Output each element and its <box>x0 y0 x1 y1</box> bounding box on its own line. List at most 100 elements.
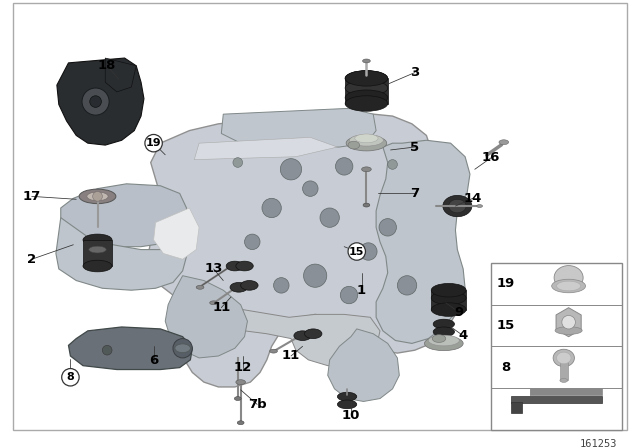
Ellipse shape <box>345 96 388 111</box>
Text: 8: 8 <box>67 372 74 382</box>
Ellipse shape <box>241 280 258 290</box>
Ellipse shape <box>349 134 383 146</box>
Ellipse shape <box>337 400 356 409</box>
Polygon shape <box>148 114 458 387</box>
Ellipse shape <box>424 336 463 351</box>
Text: 13: 13 <box>204 263 223 276</box>
Ellipse shape <box>554 266 583 290</box>
Circle shape <box>562 315 575 329</box>
Ellipse shape <box>363 59 371 63</box>
Circle shape <box>82 88 109 115</box>
Ellipse shape <box>553 349 575 366</box>
Ellipse shape <box>337 392 356 401</box>
Polygon shape <box>431 290 466 310</box>
Circle shape <box>348 243 365 260</box>
Ellipse shape <box>236 380 246 384</box>
Ellipse shape <box>355 134 378 142</box>
Polygon shape <box>243 310 380 366</box>
Circle shape <box>397 276 417 295</box>
Circle shape <box>280 159 301 180</box>
Ellipse shape <box>346 135 387 151</box>
Polygon shape <box>83 240 112 266</box>
Ellipse shape <box>432 335 445 342</box>
Circle shape <box>354 138 364 148</box>
Ellipse shape <box>210 301 218 305</box>
Ellipse shape <box>236 261 253 271</box>
Ellipse shape <box>560 379 568 382</box>
Ellipse shape <box>175 344 190 353</box>
Text: 10: 10 <box>342 409 360 422</box>
Text: 7: 7 <box>410 187 419 200</box>
Ellipse shape <box>305 329 322 339</box>
Text: 18: 18 <box>98 59 116 72</box>
Ellipse shape <box>557 281 580 291</box>
Polygon shape <box>195 138 337 159</box>
Text: 1: 1 <box>357 284 366 297</box>
Ellipse shape <box>83 234 112 246</box>
Ellipse shape <box>433 319 454 329</box>
Polygon shape <box>105 58 136 92</box>
Circle shape <box>90 96 101 108</box>
Text: 6: 6 <box>149 354 158 367</box>
Circle shape <box>145 134 163 152</box>
Polygon shape <box>165 276 248 358</box>
Circle shape <box>61 369 79 386</box>
Ellipse shape <box>433 327 454 336</box>
Text: 17: 17 <box>22 190 41 203</box>
Ellipse shape <box>345 71 388 86</box>
Circle shape <box>102 345 112 355</box>
Ellipse shape <box>226 261 244 271</box>
Ellipse shape <box>89 246 106 253</box>
Ellipse shape <box>269 349 277 353</box>
Circle shape <box>233 158 243 168</box>
Ellipse shape <box>363 203 370 207</box>
Ellipse shape <box>230 283 248 292</box>
Ellipse shape <box>428 335 460 346</box>
Polygon shape <box>56 218 186 290</box>
Circle shape <box>379 219 396 236</box>
FancyBboxPatch shape <box>492 263 622 430</box>
Text: 4: 4 <box>458 329 468 342</box>
Text: 161253: 161253 <box>579 439 617 448</box>
Text: 5: 5 <box>410 141 419 154</box>
Circle shape <box>173 339 192 358</box>
Text: 11: 11 <box>282 349 300 362</box>
Circle shape <box>340 286 358 304</box>
Ellipse shape <box>345 80 388 96</box>
FancyBboxPatch shape <box>13 3 627 431</box>
Circle shape <box>244 234 260 250</box>
Polygon shape <box>221 108 376 147</box>
Ellipse shape <box>87 192 108 201</box>
Polygon shape <box>57 58 144 145</box>
Polygon shape <box>560 362 568 380</box>
Polygon shape <box>154 208 199 259</box>
Text: 9: 9 <box>455 306 464 319</box>
Polygon shape <box>376 140 470 344</box>
Circle shape <box>320 208 339 227</box>
Ellipse shape <box>555 327 582 334</box>
Ellipse shape <box>79 189 116 204</box>
Circle shape <box>360 243 377 260</box>
Circle shape <box>388 159 397 169</box>
Text: 19: 19 <box>497 277 515 290</box>
Text: 8: 8 <box>501 361 510 374</box>
Text: 16: 16 <box>482 151 500 164</box>
Polygon shape <box>345 78 388 103</box>
Circle shape <box>273 278 289 293</box>
Polygon shape <box>328 329 399 401</box>
Ellipse shape <box>552 279 586 293</box>
Polygon shape <box>511 402 522 413</box>
Text: 15: 15 <box>349 246 364 257</box>
Polygon shape <box>530 388 602 395</box>
Polygon shape <box>511 396 602 404</box>
Ellipse shape <box>345 71 388 86</box>
Ellipse shape <box>196 285 204 289</box>
Ellipse shape <box>431 303 466 316</box>
Ellipse shape <box>294 331 311 340</box>
Ellipse shape <box>443 195 472 217</box>
Ellipse shape <box>431 284 466 297</box>
Text: 15: 15 <box>497 319 515 332</box>
Circle shape <box>303 264 327 287</box>
Text: 19: 19 <box>146 138 161 148</box>
Text: 12: 12 <box>234 361 252 374</box>
